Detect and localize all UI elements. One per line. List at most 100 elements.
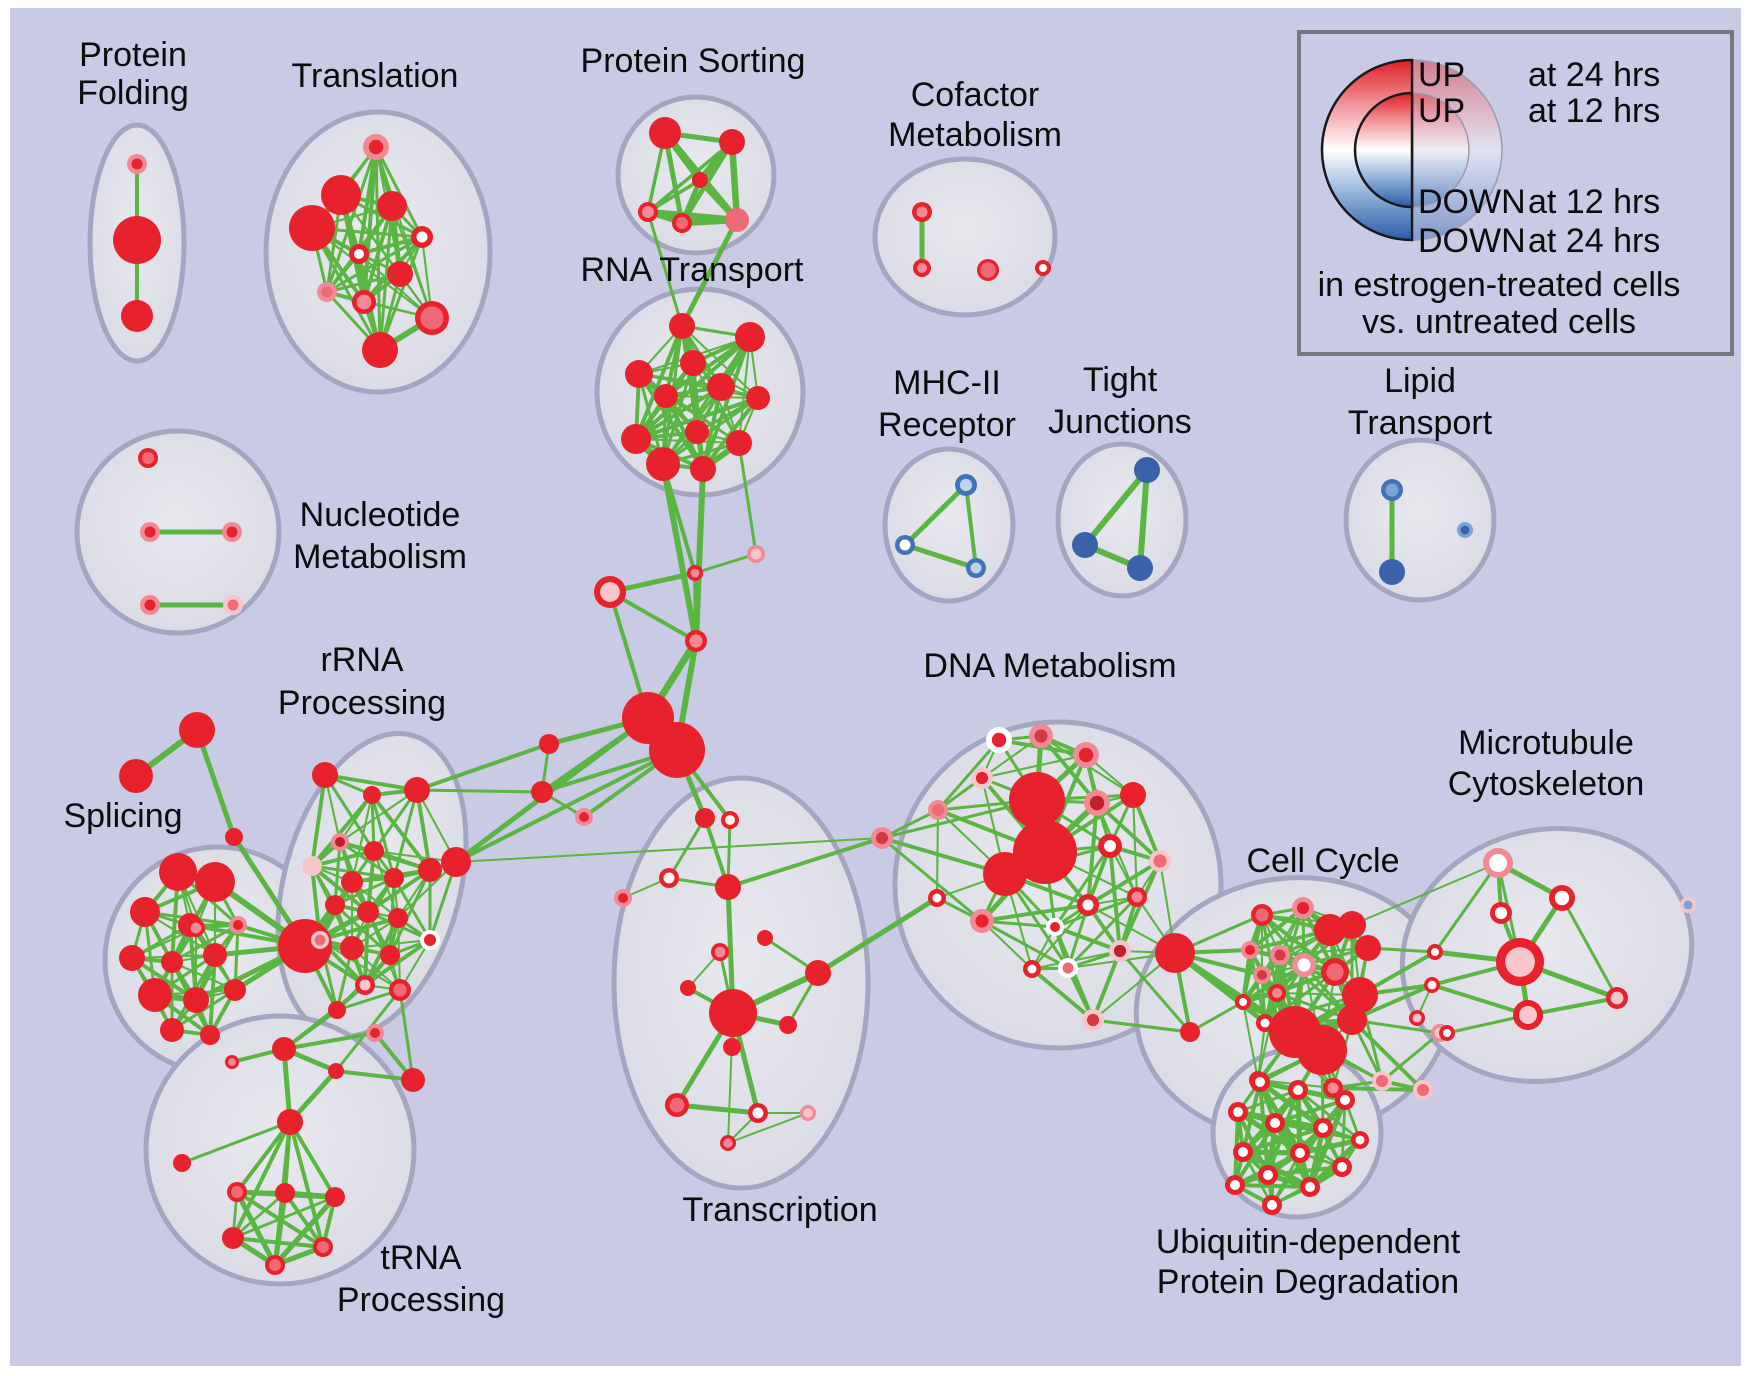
edge [1091, 949, 1122, 1022]
gene-node-ps4 [672, 213, 692, 233]
gene-node-ps3 [638, 202, 658, 222]
gene-node-pf2 [121, 300, 153, 332]
gene-node-mc5 [1606, 987, 1628, 1009]
gene-node-cc4 [1355, 935, 1381, 961]
cluster-label-rrna-processing-line0: rRNA [320, 641, 403, 679]
gene-node-ub13 [1225, 1175, 1245, 1195]
cluster-label-trna-processing-line0: tRNA [380, 1239, 462, 1277]
gene-node-mc3 [1496, 938, 1544, 986]
gene-node-tn5 [277, 1109, 303, 1135]
gene-node-rr1 [363, 786, 381, 804]
gene-node-rr9 [441, 847, 471, 877]
edge [964, 483, 978, 570]
edge [318, 916, 400, 942]
gene-node-h7 [539, 734, 559, 754]
cluster-label-dna-metabolism-line0: DNA Metabolism [923, 647, 1176, 685]
gene-node-dm6 [1120, 782, 1146, 808]
legend-time-label: at 24 hrs [1528, 222, 1660, 260]
legend-direction-label: DOWN [1418, 222, 1526, 260]
edge [1351, 862, 1499, 926]
gene-node-ps1 [719, 129, 745, 155]
gene-node-ub6 [1351, 1131, 1369, 1149]
edge [1053, 925, 1122, 953]
edge [1236, 1088, 1300, 1114]
gene-node-ts5 [757, 930, 773, 946]
edge [1233, 1183, 1312, 1189]
gene-node-cc11 [1235, 994, 1251, 1010]
gene-node-cc3 [1338, 911, 1366, 939]
gene-node-sp9 [224, 979, 246, 1001]
edge [1053, 844, 1112, 929]
gene-node-rr16 [380, 945, 400, 965]
gene-node-ub1 [1288, 1080, 1308, 1100]
gene-node-cc8 [1321, 958, 1349, 986]
edge [737, 441, 758, 556]
edge [936, 738, 1001, 812]
edge [1430, 983, 1530, 1017]
cluster-label-lipid-transport-line0: Lipid [1384, 362, 1456, 400]
gene-node-cm0 [912, 202, 932, 222]
cluster-label-lipid-transport-line1: Transport [1348, 404, 1493, 442]
edge [323, 773, 376, 853]
gene-node-cc17 [1279, 1037, 1295, 1053]
edge [1137, 467, 1150, 571]
edge [1297, 1137, 1363, 1156]
gene-node-tn9 [325, 1187, 345, 1207]
gene-node-ub8 [1290, 1143, 1310, 1163]
gene-node-dm3 [971, 767, 993, 789]
gene-node-rr4 [364, 841, 384, 861]
edge [335, 988, 402, 1012]
edge [415, 742, 551, 792]
edge [1131, 793, 1139, 899]
edge [693, 552, 758, 575]
gene-node-rt11 [690, 456, 716, 482]
gene-node-dm22 [1180, 1022, 1200, 1042]
edge [398, 988, 415, 1082]
cluster-label-transcription-line0: Transcription [682, 1191, 877, 1229]
gene-node-rt3 [625, 360, 653, 388]
legend-caption-line1: vs. untreated cells [1362, 303, 1636, 341]
cluster-ellipse-lipid-transport [1343, 437, 1497, 603]
edge [282, 983, 367, 1051]
gene-node-mc8 [1680, 897, 1696, 913]
cluster-ellipse-cofactor-metabolism [872, 156, 1058, 318]
gene-node-tr1 [321, 175, 361, 215]
gene-node-rt5 [654, 384, 678, 408]
gene-node-mh1 [895, 535, 915, 555]
gene-node-tn6 [173, 1154, 191, 1172]
edge [366, 868, 432, 914]
gene-node-sp10 [160, 1018, 184, 1042]
cluster-label-microtubule-cytoskeleton-line0: Microtubule [1458, 724, 1634, 762]
edge [637, 372, 705, 471]
gene-node-cc5 [1241, 941, 1259, 959]
gene-node-rr10 [325, 895, 345, 915]
cluster-label-ubiquitin-degradation-line1: Protein Degradation [1157, 1263, 1459, 1301]
gene-node-t2 [119, 759, 153, 793]
edge [374, 145, 424, 239]
gene-node-sp4 [119, 945, 145, 971]
gene-node-cc13 [1337, 1005, 1367, 1035]
edge [1118, 949, 1192, 1034]
gene-node-j1 [1427, 944, 1443, 960]
gene-node-ub3 [1228, 1102, 1248, 1122]
gene-node-dm17 [1109, 940, 1131, 962]
gene-node-sp12 [187, 919, 205, 937]
edge [1380, 1031, 1442, 1083]
edge [1082, 467, 1150, 548]
edge [726, 836, 884, 889]
gene-node-tr8 [352, 290, 376, 314]
edge [634, 396, 760, 441]
gene-node-dm12 [928, 889, 946, 907]
gene-node-ub7 [1233, 1142, 1253, 1162]
gene-node-sp13 [229, 916, 247, 934]
gene-node-h5 [687, 565, 703, 581]
gene-node-dm16 [1046, 918, 1064, 936]
gene-node-rt7 [685, 420, 709, 444]
gene-node-sp11 [200, 1025, 220, 1045]
legend-caption-line0: in estrogen-treated cells [1318, 266, 1681, 304]
edge [1350, 1018, 1425, 1092]
gene-node-cc0 [1251, 904, 1273, 926]
edge [980, 919, 1070, 970]
gene-node-ts4 [715, 874, 741, 900]
